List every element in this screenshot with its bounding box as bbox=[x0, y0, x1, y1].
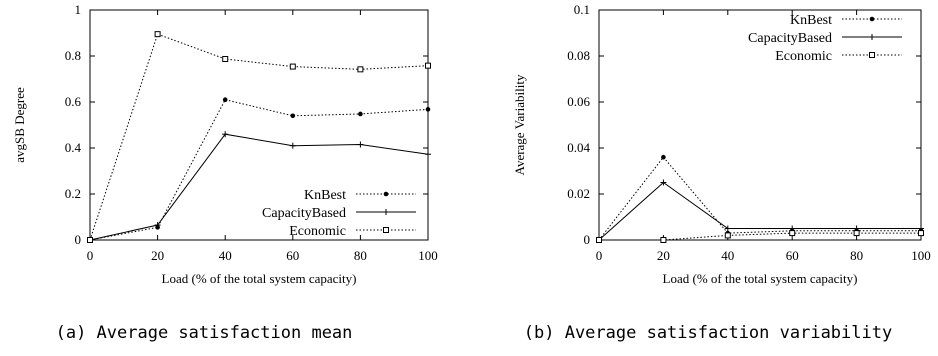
x-tick-label: 80 bbox=[354, 248, 367, 263]
legend-marker bbox=[383, 227, 389, 233]
data-point bbox=[425, 151, 431, 158]
data-point bbox=[918, 230, 924, 237]
chart-caption: (a) Average satisfaction mean bbox=[56, 323, 353, 343]
x-tick-label: 0 bbox=[87, 248, 94, 263]
x-axis-label: Load (% of the total system capacity) bbox=[663, 271, 858, 286]
x-tick-label: 60 bbox=[286, 248, 299, 263]
data-point bbox=[357, 141, 364, 148]
x-tick-label: 100 bbox=[911, 248, 931, 263]
data-point bbox=[357, 66, 364, 73]
series-capacitybased bbox=[596, 179, 924, 243]
data-point bbox=[425, 62, 431, 69]
data-point bbox=[154, 222, 161, 229]
y-tick-label: 0.06 bbox=[567, 94, 590, 109]
legend-marker bbox=[383, 209, 389, 215]
legend-marker bbox=[383, 191, 389, 197]
legend-label: Economic bbox=[289, 224, 346, 239]
series-line bbox=[598, 181, 921, 241]
data-point bbox=[660, 179, 667, 186]
series-line bbox=[89, 33, 429, 241]
y-tick-label: 0.1 bbox=[574, 2, 590, 17]
x-axis-label: Load (% of the total system capacity) bbox=[162, 271, 357, 286]
legend: KnBest CapacityBased Economic bbox=[262, 188, 416, 239]
legend-label: KnBest bbox=[790, 13, 832, 28]
y-tick-label: 0 bbox=[584, 232, 591, 247]
y-tick-label: 0.4 bbox=[65, 140, 82, 155]
legend-marker bbox=[869, 52, 875, 58]
data-point bbox=[289, 142, 296, 149]
series-knbest bbox=[87, 97, 431, 243]
data-point bbox=[290, 113, 296, 119]
x-tick-label: 100 bbox=[418, 248, 438, 263]
plot-frame bbox=[598, 9, 922, 241]
data-point bbox=[222, 55, 229, 62]
y-tick-label: 0.08 bbox=[567, 48, 590, 63]
legend-marker bbox=[869, 16, 875, 22]
data-point bbox=[222, 131, 229, 138]
series-capacitybased bbox=[87, 131, 431, 243]
x-tick-label: 60 bbox=[786, 248, 799, 263]
x-tick-label: 40 bbox=[219, 248, 232, 263]
data-point bbox=[596, 237, 602, 243]
legend-marker bbox=[869, 34, 875, 40]
y-tick-label: 0.2 bbox=[65, 186, 81, 201]
series-line bbox=[598, 156, 921, 241]
chart-caption: (b) Average satisfaction variability bbox=[524, 323, 892, 343]
series-economic bbox=[87, 31, 431, 243]
data-point bbox=[289, 63, 296, 70]
data-point bbox=[660, 237, 667, 243]
legend-label: CapacityBased bbox=[748, 31, 832, 46]
x-tick-label: 80 bbox=[850, 248, 863, 263]
data-point bbox=[789, 230, 796, 237]
legend: KnBest CapacityBased Economic bbox=[748, 13, 902, 64]
y-tick-label: 1 bbox=[75, 2, 82, 17]
chart-panel-a: 0 20 40 60 80 100 0 0.2 0.4 0.6 0.8 1 Load (% of the… bbox=[12, 2, 438, 286]
plot-frame bbox=[89, 9, 429, 241]
series-line bbox=[599, 232, 921, 241]
x-tick-label: 20 bbox=[151, 248, 164, 263]
x-tick-label: 40 bbox=[721, 248, 734, 263]
y-tick-label: 0.6 bbox=[65, 94, 82, 109]
legend-label: Economic bbox=[775, 49, 832, 64]
data-point bbox=[661, 154, 666, 160]
data-point bbox=[154, 31, 161, 38]
legend-label: CapacityBased bbox=[262, 206, 346, 221]
legend-label: KnBest bbox=[304, 188, 346, 203]
series-economic bbox=[596, 230, 924, 243]
y-tick-label: 0.8 bbox=[65, 48, 81, 63]
series-line bbox=[89, 99, 429, 241]
data-point bbox=[87, 237, 93, 243]
y-axis-label: Average Variability bbox=[512, 74, 527, 175]
data-point bbox=[222, 97, 228, 102]
x-tick-label: 0 bbox=[596, 248, 603, 263]
chart-panel-b: 0 20 40 60 80 100 0 0.02 0.04 0.06 0.08 0.1 Load (% … bbox=[512, 2, 931, 286]
y-tick-label: 0.02 bbox=[567, 186, 590, 201]
y-tick-label: 0.04 bbox=[567, 140, 590, 155]
data-point bbox=[724, 225, 731, 232]
data-point bbox=[425, 107, 431, 112]
series-line bbox=[89, 133, 429, 241]
data-point bbox=[358, 111, 363, 117]
y-tick-label: 0 bbox=[75, 232, 82, 247]
data-point bbox=[724, 232, 731, 239]
y-axis-label: avgSB Degree bbox=[12, 87, 27, 163]
x-tick-label: 20 bbox=[657, 248, 670, 263]
data-point bbox=[853, 230, 860, 237]
